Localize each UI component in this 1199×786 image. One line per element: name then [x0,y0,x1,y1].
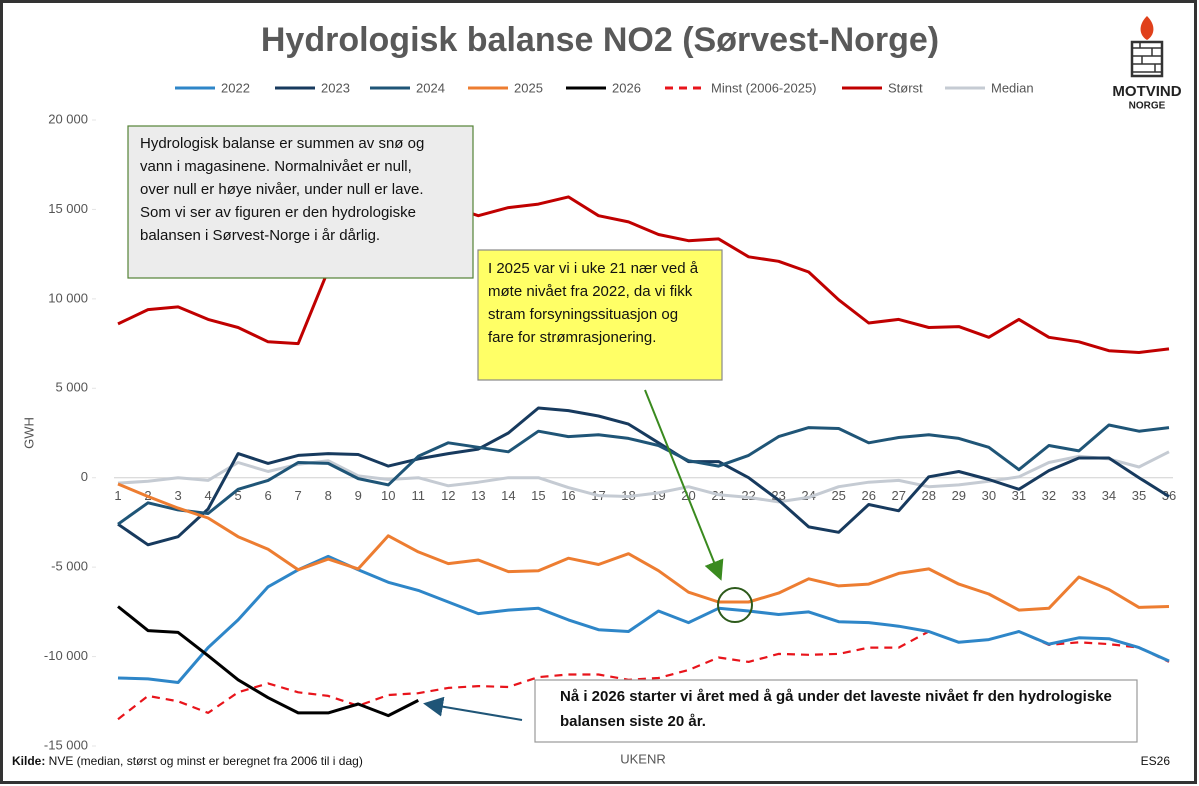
annotation-text: fare for strømrasjonering. [488,329,656,346]
annotation-text: Som vi ser av figuren er den hydrologisk… [140,204,416,221]
series-line [117,195,1170,354]
x-tick-label: 13 [471,488,485,503]
x-tick-label: 12 [441,488,455,503]
series-line [117,554,1170,684]
series-line [117,423,1170,526]
y-tick-label: 20 000 [48,111,88,126]
x-tick-label: 1 [114,488,121,503]
source-label: Kilde: [12,754,45,768]
logo-subtext: NORGE [1129,101,1166,112]
y-tick-label: 0 [81,469,88,484]
annotation-text: over null er høye nivåer, under null er … [140,181,423,198]
arrow [644,389,724,581]
legend-label: Størst [888,80,923,95]
annotation-text: møte nivået fra 2022, da vi fikk [488,283,693,300]
annotation-box [477,249,723,381]
x-axis-label: UKENR [620,751,666,766]
x-tick-label: 5 [234,488,241,503]
logo: MOTVIND NORGE [1112,16,1182,112]
series-line [117,406,1170,547]
x-tick-label: 16 [561,488,575,503]
chart-title: Hydrologisk balanse NO2 (Sørvest-Norge) [261,21,939,59]
x-tick-label: 28 [922,488,936,503]
x-tick-label: 6 [265,488,272,503]
x-tick-label: 14 [501,488,515,503]
annotation-text: Nå i 2026 starter vi året med å gå under… [560,688,1112,705]
annotation-text: I 2025 var vi i uke 21 nær ved å [488,260,699,277]
x-tick-label: 35 [1132,488,1146,503]
x-tick-label: 9 [355,488,362,503]
y-tick-label: 5 000 [55,380,88,395]
y-tick-label: -10 000 [44,648,88,663]
annotation-box [534,679,1138,743]
legend-label: 2024 [416,80,445,95]
x-tick-label: 34 [1102,488,1116,503]
y-tick-label: -15 000 [44,737,88,752]
x-tick-label: 33 [1072,488,1086,503]
logo-text: MOTVIND [1112,83,1181,100]
legend-label: 2025 [514,80,543,95]
x-tick-label: 30 [982,488,996,503]
plot-area: 20 000 15 000 10 000 5 000 0 -5 000 -10 000 -15… [44,80,1176,752]
legend-label: 2023 [321,80,350,95]
x-tick-label: 29 [952,488,966,503]
x-tick-label: 32 [1042,488,1056,503]
x-tick-label: 4 [204,488,211,503]
x-tick-label: 25 [831,488,845,503]
annotation-text: balansen siste 20 år. [560,713,706,730]
annotation-text: stram forsyningssituasjon og [488,306,678,323]
legend-label: Minst (2006-2025) [711,80,817,95]
highlight-circle [717,587,753,623]
x-tick-label: 8 [325,488,332,503]
x-tick-label: 7 [295,488,302,503]
source: Kilde: NVE (median, størst og minst er b… [12,754,363,768]
annotation-box [127,125,474,279]
annotation-text: balansen i Sørvest-Norge i år dårlig. [140,227,380,244]
x-tick-label: 15 [531,488,545,503]
annotations: Hydrologisk balanse er summen av snø og v… [127,125,1138,743]
legend-label: Median [991,80,1034,95]
source-text: NVE (median, størst og minst er beregnet… [45,754,362,768]
annotation-text: Hydrologisk balanse er summen av snø og [140,135,424,152]
y-tick-label: 15 000 [48,201,88,216]
x-tick-label: 11 [412,488,426,503]
y-axis-label: GWH [21,417,36,449]
y-tick-label: -5 000 [51,559,88,574]
x-tick-label: 23 [771,488,785,503]
annotation-text: vann i magasinene. Normalnivået er null, [140,158,412,175]
x-tick-label: 27 [892,488,906,503]
legend-label: 2022 [221,80,250,95]
code: ES26 [1141,754,1171,768]
legend-label: 2026 [612,80,641,95]
y-tick-label: 10 000 [48,290,88,305]
arrow [423,696,523,721]
x-tick-label: 3 [174,488,181,503]
x-tick-label: 26 [861,488,875,503]
series-line [117,482,1170,612]
x-tick-label: 10 [381,488,395,503]
x-tick-label: 31 [1012,488,1026,503]
series-line [117,605,419,718]
